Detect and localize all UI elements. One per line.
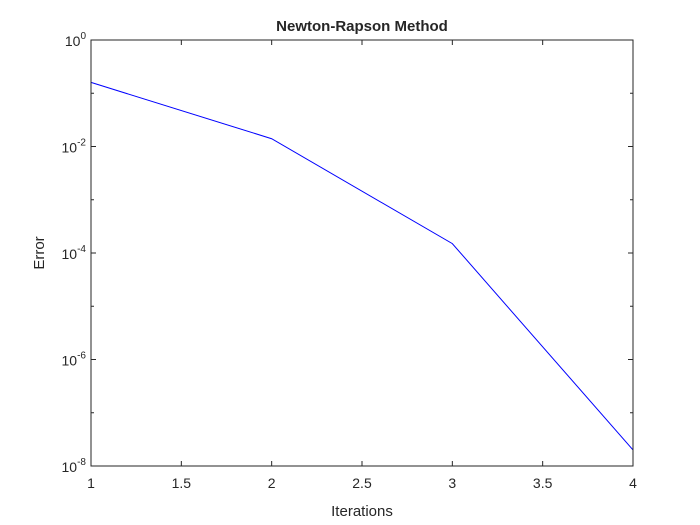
y-tick-label-base: 10 xyxy=(65,33,81,49)
y-tick-label: 10-2 xyxy=(62,138,87,156)
y-tick-label: 10-8 xyxy=(62,457,87,475)
x-tick-label: 3.5 xyxy=(533,475,553,491)
y-axis-label: Error xyxy=(31,236,48,269)
x-tick-label: 4 xyxy=(629,475,637,491)
y-tick-label-exponent: 0 xyxy=(80,31,86,42)
y-tick-label-base: 10 xyxy=(62,140,78,156)
plot-area xyxy=(91,40,633,466)
x-tick-label: 3 xyxy=(448,475,456,491)
series-layer xyxy=(90,81,634,451)
y-tick-label-base: 10 xyxy=(62,459,78,475)
axes-frame xyxy=(90,39,634,467)
y-tick-label-exponent: -8 xyxy=(77,457,86,468)
y-tick-label: 10-4 xyxy=(62,244,87,262)
x-axis-label: Iterations xyxy=(331,503,393,520)
x-tick-label: 2 xyxy=(268,475,276,491)
series-line xyxy=(90,81,634,451)
y-tick-label-exponent: -4 xyxy=(77,244,86,255)
chart-title: Newton-Rapson Method xyxy=(276,18,448,35)
y-tick-label-base: 10 xyxy=(62,246,78,262)
y-tick-label-base: 10 xyxy=(62,353,78,369)
y-tick-label-exponent: -6 xyxy=(77,351,86,362)
y-tick-label: 100 xyxy=(65,31,87,49)
y-tick-label-exponent: -2 xyxy=(77,138,86,149)
x-tick-label: 1 xyxy=(87,475,95,491)
x-tick-label: 1.5 xyxy=(172,475,192,491)
x-tick-label: 2.5 xyxy=(352,475,372,491)
y-tick-label: 10-6 xyxy=(62,351,87,369)
